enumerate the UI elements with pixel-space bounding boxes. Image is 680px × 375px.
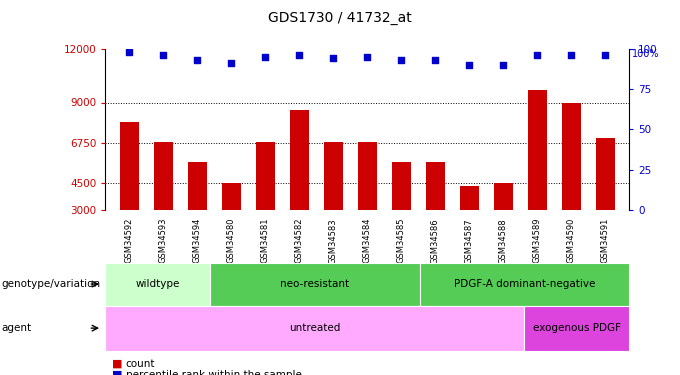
Text: GSM34584: GSM34584 [362, 218, 372, 263]
Text: GSM34594: GSM34594 [192, 218, 202, 263]
Bar [188, 162, 207, 210]
Text: GSM34591: GSM34591 [600, 218, 610, 263]
Text: PDGF-A dominant-negative: PDGF-A dominant-negative [454, 279, 595, 289]
Bar [154, 142, 173, 210]
Bar [120, 122, 139, 210]
Point [192, 57, 203, 63]
Point [600, 52, 611, 58]
Text: untreated: untreated [289, 323, 341, 333]
Point [328, 56, 339, 62]
Text: GDS1730 / 41732_at: GDS1730 / 41732_at [268, 11, 412, 25]
Point [362, 54, 373, 60]
Text: GSM34585: GSM34585 [396, 218, 406, 263]
Text: neo-resistant: neo-resistant [280, 279, 350, 289]
Bar [392, 162, 411, 210]
Text: agent: agent [1, 323, 31, 333]
Text: genotype/variation: genotype/variation [1, 279, 101, 289]
Bar [222, 183, 241, 210]
Point [124, 49, 135, 55]
Text: ■: ■ [112, 370, 122, 375]
Point [532, 52, 543, 58]
Text: GSM34590: GSM34590 [566, 218, 576, 263]
Bar [358, 142, 377, 210]
Text: GSM34580: GSM34580 [226, 218, 236, 263]
Bar [460, 186, 479, 210]
Point [158, 52, 169, 58]
Text: GSM34582: GSM34582 [294, 218, 304, 263]
Text: ■: ■ [112, 359, 122, 369]
Text: GSM34587: GSM34587 [464, 218, 474, 264]
Point [396, 57, 407, 63]
Text: GSM34592: GSM34592 [124, 218, 134, 263]
Text: GSM34588: GSM34588 [498, 218, 508, 264]
Point [226, 60, 237, 66]
Text: wildtype: wildtype [135, 279, 180, 289]
Bar [324, 142, 343, 210]
Bar [528, 90, 547, 210]
Point [430, 57, 441, 63]
Text: GSM34581: GSM34581 [260, 218, 270, 263]
Point [498, 62, 509, 68]
Bar [494, 183, 513, 210]
Text: percentile rank within the sample: percentile rank within the sample [126, 370, 302, 375]
Text: exogenous PDGF: exogenous PDGF [532, 323, 621, 333]
Text: GSM34593: GSM34593 [158, 218, 168, 263]
Point [294, 52, 305, 58]
Text: GSM34583: GSM34583 [328, 218, 338, 264]
Bar [290, 110, 309, 210]
Bar [256, 142, 275, 210]
Point [464, 62, 475, 68]
Point [566, 52, 577, 58]
Bar [426, 162, 445, 210]
Bar [562, 102, 581, 210]
Text: GSM34589: GSM34589 [532, 218, 542, 263]
Bar [596, 138, 615, 210]
Text: GSM34586: GSM34586 [430, 218, 440, 264]
Text: count: count [126, 359, 155, 369]
Text: 100%: 100% [632, 49, 660, 59]
Point [260, 54, 271, 60]
